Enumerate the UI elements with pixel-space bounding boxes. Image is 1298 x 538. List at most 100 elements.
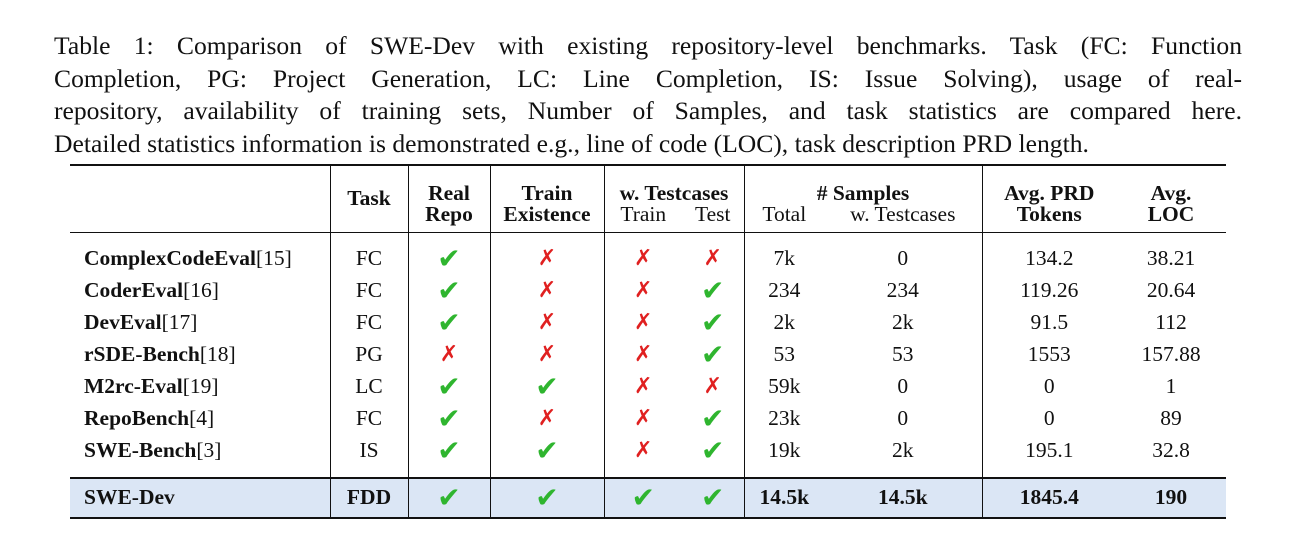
prd-tokens-cell: 1553 bbox=[981, 339, 1116, 371]
table-row: DevEval[17] FC ✔ ✗ ✗ ✔ 2k 2k 91.5 112 bbox=[70, 307, 1226, 339]
caption-line: Detailed statistics information is demon… bbox=[54, 128, 1089, 158]
checkmark-icon: ✔ bbox=[437, 434, 461, 467]
benchmark-name: rSDE-Bench[18] bbox=[70, 339, 330, 371]
real-repo-cell: ✗ bbox=[407, 339, 490, 371]
benchmark-title: rSDE-Bench bbox=[84, 342, 200, 367]
header-row-bottom: Repo Existence Train Test Total w. Testc… bbox=[70, 202, 1226, 233]
table-row: rSDE-Bench[18] PG ✗ ✗ ✗ ✔ 53 53 1553 157.88 bbox=[70, 339, 1226, 371]
header-real-sub: Repo bbox=[407, 203, 490, 233]
samples-total-cell: 7k bbox=[743, 243, 824, 275]
wtest-train-cell: ✗ bbox=[603, 275, 682, 307]
real-repo-cell: ✔ bbox=[407, 477, 490, 519]
row-gap bbox=[70, 467, 1226, 478]
header-samples: # Samples bbox=[743, 164, 982, 204]
highlighted-row: SWE-Dev FDD ✔ ✔ ✔ ✔ 14.5k 14.5k 1845.4 190 bbox=[70, 477, 1226, 519]
benchmark-title: SWE-Bench bbox=[84, 438, 197, 463]
header-w-testcases: w. Testcases bbox=[603, 164, 744, 204]
task-cell: LC bbox=[329, 371, 408, 403]
table-row: SWE-Bench[3] IS ✔ ✔ ✗ ✔ 19k 2k 195.1 32.8 bbox=[70, 435, 1226, 467]
real-repo-cell: ✔ bbox=[407, 434, 490, 467]
table-row: RepoBench[4] FC ✔ ✗ ✗ ✔ 23k 0 0 89 bbox=[70, 403, 1226, 435]
checkmark-icon: ✔ bbox=[437, 370, 461, 403]
loc-cell: 32.8 bbox=[1152, 438, 1190, 463]
cross-icon: ✗ bbox=[634, 246, 653, 271]
task-cell: IS bbox=[329, 435, 408, 467]
header-loc-sub: LOC bbox=[1147, 202, 1195, 226]
train-existence-cell: ✗ bbox=[489, 403, 604, 435]
prd-tokens-cell: 0 bbox=[981, 403, 1116, 435]
benchmark-name: CoderEval[16] bbox=[70, 275, 330, 307]
header-task: Task bbox=[329, 164, 408, 233]
checkmark-icon: ✔ bbox=[701, 338, 725, 371]
cross-icon: ✗ bbox=[634, 406, 653, 431]
wtest-train-cell: ✗ bbox=[603, 403, 682, 435]
checkmark-icon: ✔ bbox=[437, 274, 461, 307]
wtest-train-cell: ✗ bbox=[603, 371, 682, 403]
caption-line: Completion, PG: Project Generation, LC: … bbox=[54, 63, 1242, 93]
header-loc: Avg. bbox=[1116, 164, 1226, 204]
samples-total-cell: 53 bbox=[743, 339, 824, 371]
cross-icon: ✗ bbox=[703, 246, 722, 271]
comparison-table: Task Real Train w. Testcases # Samples A… bbox=[70, 164, 1226, 519]
benchmark-name: M2rc-Eval[19] bbox=[70, 371, 330, 403]
table-row: CoderEval[16] FC ✔ ✗ ✗ ✔ 234 234 119.26 20.64 bbox=[70, 275, 1226, 307]
caption-line: repository, availability of training set… bbox=[54, 96, 1242, 125]
citation: [18] bbox=[199, 342, 236, 367]
header-samples-total: Total bbox=[743, 203, 824, 233]
header-train-sub: Existence bbox=[489, 203, 604, 233]
table-caption: Table 1: Comparison of SWE-Dev with exis… bbox=[54, 30, 1242, 160]
samples-wtest-cell: 0 bbox=[897, 246, 909, 271]
header-benchmark-sub bbox=[70, 204, 330, 233]
citation: [3] bbox=[196, 438, 222, 463]
real-repo-cell: ✔ bbox=[407, 274, 490, 307]
wtest-test-cell: ✔ bbox=[682, 339, 744, 371]
benchmark-title: RepoBench bbox=[84, 406, 190, 431]
wtest-test-cell: ✔ bbox=[682, 275, 744, 307]
task-cell: FDD bbox=[329, 477, 408, 519]
header-prd: Avg. PRD bbox=[981, 164, 1116, 204]
samples-total-cell: 234 bbox=[743, 275, 824, 307]
loc-cell: 20.64 bbox=[1146, 278, 1196, 303]
cross-icon: ✗ bbox=[537, 246, 557, 271]
prd-tokens-cell: 1845.4 bbox=[981, 477, 1116, 519]
samples-total-cell: 14.5k bbox=[743, 477, 824, 519]
cross-icon: ✗ bbox=[537, 278, 557, 303]
benchmark-title: SWE-Dev bbox=[84, 485, 175, 510]
checkmark-icon: ✔ bbox=[535, 370, 559, 403]
caption-line: Table 1: Comparison of SWE-Dev with exis… bbox=[54, 31, 1242, 60]
samples-wtest-cell: 234 bbox=[886, 278, 919, 303]
prd-tokens-cell: 195.1 bbox=[981, 435, 1116, 467]
header-benchmark bbox=[70, 164, 330, 204]
wtest-test-cell: ✔ bbox=[682, 477, 744, 519]
wtest-test-cell: ✔ bbox=[682, 307, 744, 339]
citation: [4] bbox=[189, 406, 215, 431]
train-existence-cell: ✗ bbox=[489, 243, 604, 275]
train-existence-cell: ✔ bbox=[489, 477, 604, 519]
loc-cell: 190 bbox=[1116, 477, 1226, 519]
loc-cell: 1 bbox=[1165, 374, 1177, 399]
samples-wtest-cell: 0 bbox=[897, 406, 909, 431]
wtest-test-cell: ✗ bbox=[682, 243, 744, 275]
benchmark-title: ComplexCodeEval bbox=[84, 246, 256, 271]
table-row: M2rc-Eval[19] LC ✔ ✔ ✗ ✗ 59k 0 0 1 bbox=[70, 371, 1226, 403]
cross-icon: ✗ bbox=[634, 342, 653, 367]
wtest-train-cell: ✗ bbox=[603, 339, 682, 371]
cross-icon: ✗ bbox=[634, 374, 653, 399]
header-row-top: Task Real Train w. Testcases # Samples A… bbox=[70, 164, 1226, 233]
task-cell: FC bbox=[329, 275, 408, 307]
header-wtest-train: Train bbox=[603, 203, 682, 233]
train-existence-cell: ✗ bbox=[489, 275, 604, 307]
cross-icon: ✗ bbox=[703, 374, 722, 399]
cross-icon: ✗ bbox=[537, 406, 557, 431]
wtest-train-cell: ✗ bbox=[603, 307, 682, 339]
prd-tokens-cell: 0 bbox=[981, 371, 1116, 403]
loc-cell: 157.88 bbox=[1141, 342, 1201, 367]
checkmark-icon: ✔ bbox=[437, 481, 461, 514]
samples-total-cell: 59k bbox=[743, 371, 824, 403]
wtest-train-cell: ✗ bbox=[603, 435, 682, 467]
citation: [19] bbox=[182, 374, 219, 399]
benchmark-name: RepoBench[4] bbox=[70, 403, 330, 435]
train-existence-cell: ✗ bbox=[489, 339, 604, 371]
checkmark-icon: ✔ bbox=[437, 402, 461, 435]
loc-cell: 89 bbox=[1160, 406, 1182, 431]
